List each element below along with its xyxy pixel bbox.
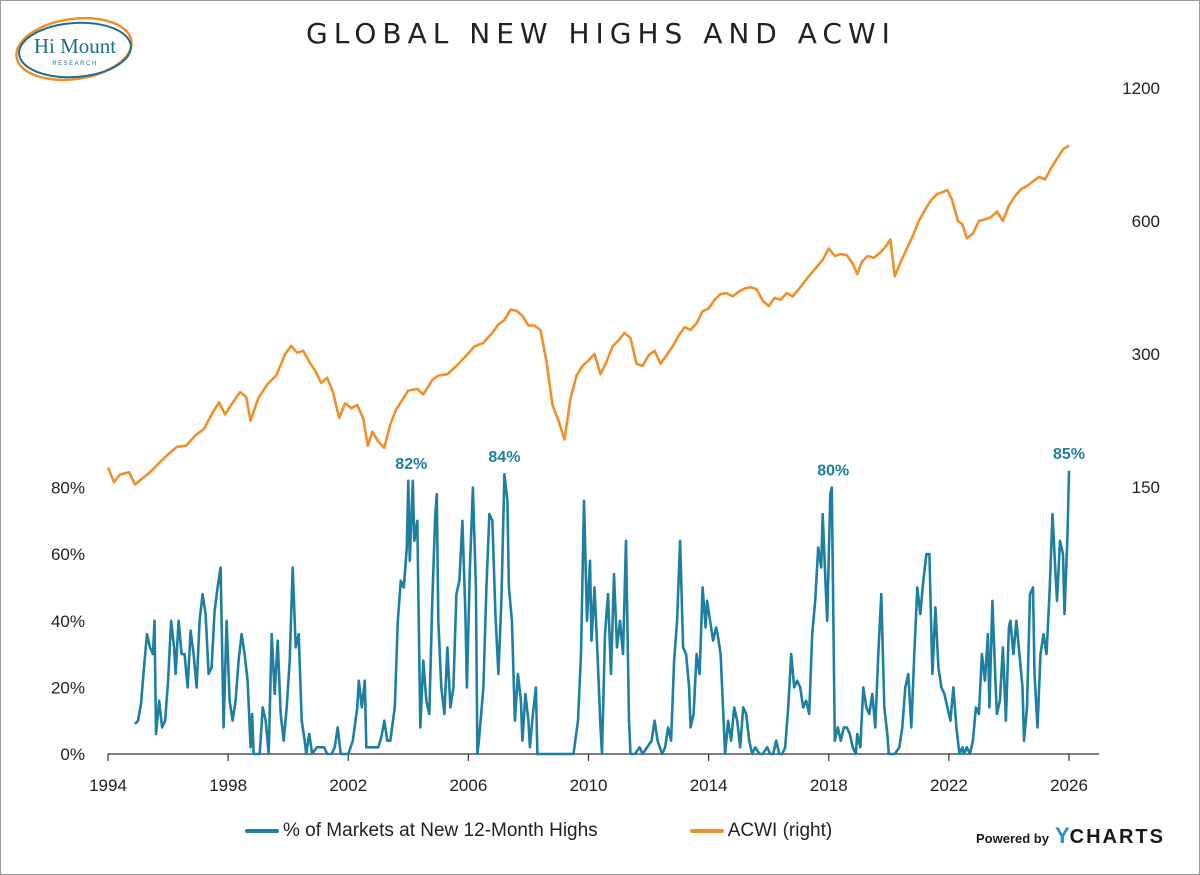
y-left-tick-label: 0%	[60, 745, 85, 764]
legend-item-new-highs[interactable]: % of Markets at New 12-Month Highs	[245, 820, 598, 842]
y-right-tick-label: 150	[1132, 478, 1160, 497]
logo-name: Hi Mount	[34, 34, 116, 58]
logo-tagline: RESEARCH	[52, 61, 97, 67]
peak-annotation: 80%	[817, 463, 849, 480]
peak-annotation: 84%	[488, 449, 520, 466]
legend-swatch-new-highs	[245, 829, 279, 833]
x-tick-label: 2014	[690, 776, 728, 795]
x-tick-label: 2026	[1050, 776, 1088, 795]
y-left-tick-label: 60%	[51, 545, 85, 564]
legend-label-acwi: ACWI (right)	[727, 820, 833, 841]
chart-title: GLOBAL NEW HIGHS AND ACWI	[306, 17, 896, 50]
y-left-tick-label: 20%	[51, 678, 85, 697]
hi-mount-logo: Hi Mount RESEARCH	[15, 16, 133, 82]
chart-plot: 1994 1998 2002 2006 2010 2014 2018 2022 2026 0% 20…	[51, 79, 1160, 795]
y-right-tick-label: 600	[1132, 212, 1160, 231]
x-tick-label: 2010	[570, 776, 608, 795]
peak-annotation: 85%	[1053, 446, 1085, 463]
brand-name: CHARTS	[1069, 826, 1165, 848]
x-tick-label: 2022	[930, 776, 968, 795]
x-tick-label: 2006	[449, 776, 487, 795]
y-left-tick-label: 80%	[51, 479, 85, 498]
chart-legend: % of Markets at New 12-Month Highs ACWI …	[245, 820, 832, 842]
legend-label-new-highs: % of Markets at New 12-Month Highs	[283, 820, 598, 841]
x-tick-label: 2018	[810, 776, 848, 795]
legend-item-acwi[interactable]: ACWI (right)	[689, 820, 833, 842]
x-tick-label: 1998	[209, 776, 247, 795]
x-tick-label: 2002	[329, 776, 367, 795]
peak-annotation: 82%	[395, 456, 427, 473]
new-highs-line	[134, 470, 1071, 756]
y-right-tick-label: 1200	[1122, 79, 1160, 98]
brand-prefix: Powered by	[976, 831, 1049, 846]
acwi-line	[106, 144, 1070, 486]
y-right-tick-label: 300	[1132, 345, 1160, 364]
x-tick-label: 1994	[89, 776, 127, 795]
brand-y-logo: Y	[1054, 823, 1070, 848]
legend-swatch-acwi	[689, 829, 724, 833]
y-left-tick-label: 40%	[51, 612, 85, 631]
ycharts-brand: Powered by Y CHARTS	[976, 823, 1165, 849]
